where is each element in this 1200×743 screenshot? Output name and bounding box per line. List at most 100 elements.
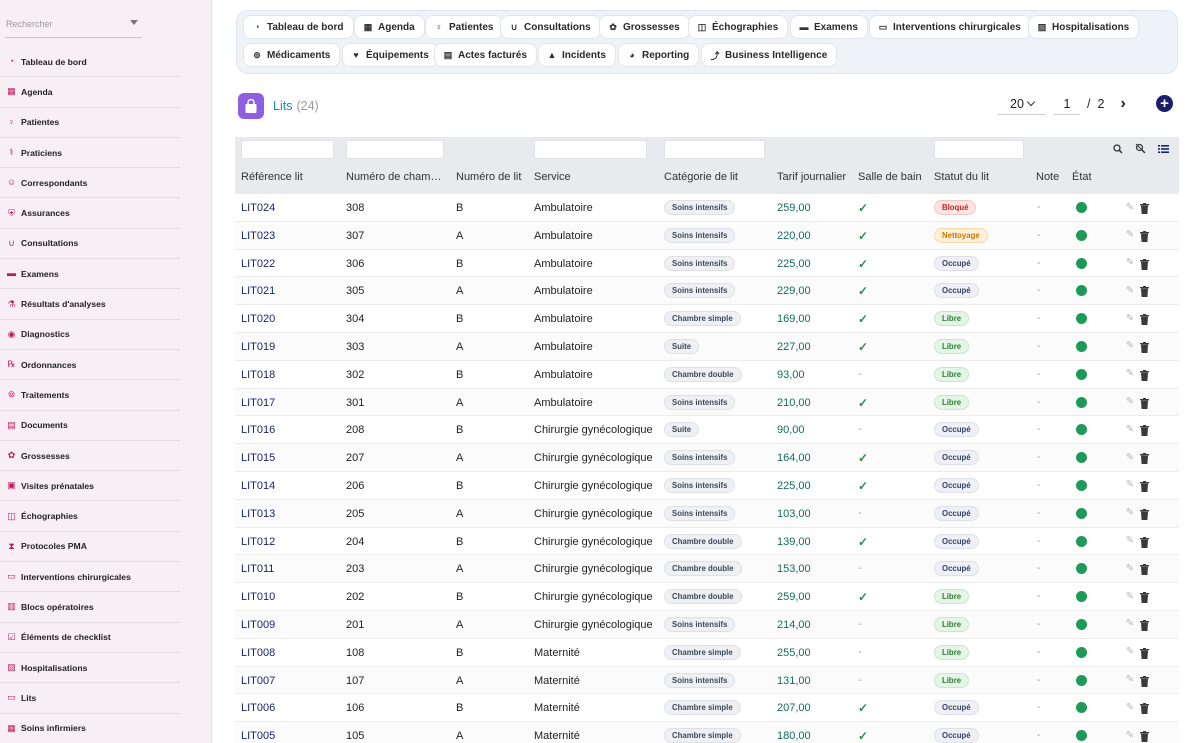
bed-reference-link[interactable]: LIT009 bbox=[241, 618, 276, 631]
sidebar-item[interactable]: ◔ Tableau de bord bbox=[0, 47, 180, 78]
tab-échographies[interactable]: ◫ Échographies bbox=[688, 15, 789, 39]
table-row[interactable]: LIT010 202 B Chirurgie gynécologique Chambre… bbox=[235, 583, 1179, 611]
trash-icon[interactable] bbox=[1140, 451, 1149, 465]
bed-reference-link[interactable]: LIT021 bbox=[241, 285, 276, 298]
sidebar-item[interactable]: ☑ Éléments de checklist bbox=[0, 623, 180, 653]
trash-icon[interactable] bbox=[1140, 590, 1149, 604]
column-header[interactable]: Salle de bain bbox=[858, 171, 922, 183]
table-row[interactable]: LIT008 108 B Maternité Chambre simple 255,00 -… bbox=[235, 638, 1179, 667]
edit-icon[interactable]: ✎ bbox=[1125, 729, 1135, 741]
column-header[interactable]: Service bbox=[534, 171, 571, 183]
bed-reference-link[interactable]: LIT011 bbox=[241, 563, 275, 576]
bed-reference-link[interactable]: LIT024 bbox=[241, 202, 276, 214]
sidebar-item[interactable]: ⛨ Assurances bbox=[0, 198, 180, 229]
sidebar-item[interactable]: ✿ Grossesses bbox=[0, 441, 180, 472]
sidebar-item[interactable]: ⊚ Traitements bbox=[0, 380, 180, 411]
sidebar-item[interactable]: ▥ Blocs opératoires bbox=[0, 592, 180, 623]
tab-hospitalisations[interactable]: ▨ Hospitalisations bbox=[1028, 15, 1140, 39]
table-row[interactable]: LIT017 301 A Ambulatoire Soins intensifs 210,… bbox=[235, 388, 1179, 417]
edit-icon[interactable]: ✎ bbox=[1125, 674, 1135, 686]
edit-icon[interactable]: ✎ bbox=[1125, 284, 1135, 296]
sidebar-item[interactable]: ▨ Hospitalisations bbox=[0, 653, 180, 684]
trash-icon[interactable] bbox=[1140, 701, 1149, 715]
next-page-icon[interactable]: › bbox=[1120, 95, 1126, 112]
add-record-button[interactable]: + bbox=[1156, 95, 1173, 112]
list-view-icon[interactable] bbox=[1157, 142, 1170, 155]
edit-icon[interactable]: ✎ bbox=[1125, 340, 1135, 352]
table-row[interactable]: LIT006 106 B Maternité Chambre simple 207,00 ✓… bbox=[235, 694, 1179, 723]
column-header[interactable]: État bbox=[1072, 171, 1092, 183]
search-input[interactable] bbox=[5, 12, 125, 36]
bed-reference-link[interactable]: LIT017 bbox=[241, 396, 276, 409]
tab-agenda[interactable]: ▦ Agenda bbox=[354, 15, 425, 39]
sidebar-item[interactable]: ♀ Patientes bbox=[0, 108, 180, 138]
edit-icon[interactable]: ✎ bbox=[1125, 368, 1135, 380]
table-row[interactable]: LIT013 205 A Chirurgie gynécologique Soins i… bbox=[235, 499, 1179, 528]
tab-tableau-de-bord[interactable]: ◔ Tableau de bord bbox=[243, 15, 354, 39]
column-header[interactable]: Référence lit bbox=[241, 171, 303, 183]
bed-reference-link[interactable]: LIT012 bbox=[241, 535, 276, 548]
filter-input[interactable] bbox=[934, 140, 1024, 159]
trash-icon[interactable] bbox=[1140, 535, 1149, 548]
sidebar-item[interactable]: ▭ Lits bbox=[0, 683, 180, 714]
edit-icon[interactable]: ✎ bbox=[1125, 507, 1135, 519]
tab-business-intelligence[interactable]: ⤴ Business Intelligence bbox=[701, 43, 838, 67]
column-header[interactable]: Tarif journalier bbox=[777, 171, 847, 183]
edit-icon[interactable]: ✎ bbox=[1125, 535, 1135, 547]
tab-reporting[interactable]: ◕ Reporting bbox=[618, 43, 700, 67]
table-row[interactable]: LIT018 302 B Ambulatoire Chambre double 93,00… bbox=[235, 360, 1179, 389]
sidebar-item[interactable]: ⚗ Résultats d'analyses bbox=[0, 289, 180, 320]
tab-consultations[interactable]: ∪ Consultations bbox=[500, 15, 601, 39]
table-row[interactable]: LIT009 201 A Chirurgie gynécologique Soins i… bbox=[235, 610, 1179, 639]
filter-input[interactable] bbox=[241, 140, 334, 159]
bed-reference-link[interactable]: LIT006 bbox=[241, 702, 276, 715]
sidebar-item[interactable]: ☺ Correspondants bbox=[0, 168, 180, 199]
sidebar-item[interactable]: ▦ Soins infirmiers bbox=[0, 714, 180, 743]
bed-reference-link[interactable]: LIT015 bbox=[241, 452, 276, 465]
edit-icon[interactable]: ✎ bbox=[1125, 257, 1135, 269]
tab-incidents[interactable]: ▲ Incidents bbox=[538, 43, 616, 67]
trash-icon[interactable] bbox=[1140, 423, 1149, 437]
filter-input[interactable] bbox=[534, 140, 647, 159]
sidebar-item[interactable]: ▬ Examens bbox=[0, 259, 180, 290]
tab-équipements[interactable]: ♥ Équipements bbox=[342, 43, 439, 67]
table-row[interactable]: LIT016 208 B Chirurgie gynécologique Suite 90… bbox=[235, 416, 1179, 445]
tab-examens[interactable]: ▬ Examens bbox=[790, 15, 868, 39]
tab-patientes[interactable]: ♀ Patientes bbox=[425, 15, 504, 39]
edit-icon[interactable]: ✎ bbox=[1125, 229, 1135, 241]
current-page-input[interactable]: 1 bbox=[1054, 93, 1080, 115]
table-row[interactable]: LIT021 305 A Ambulatoire Soins intensifs 229,… bbox=[235, 277, 1179, 306]
page-size-select[interactable]: 20 bbox=[998, 93, 1046, 115]
tab-grossesses[interactable]: ✿ Grossesses bbox=[599, 15, 690, 39]
sidebar-search[interactable] bbox=[5, 12, 142, 38]
edit-icon[interactable]: ✎ bbox=[1125, 396, 1135, 408]
chevron-down-icon[interactable] bbox=[130, 20, 138, 25]
trash-icon[interactable] bbox=[1140, 229, 1149, 242]
column-header[interactable]: Numéro de cham… bbox=[346, 171, 442, 183]
table-row[interactable]: LIT022 306 B Ambulatoire Soins intensifs 225,… bbox=[235, 249, 1179, 278]
table-row[interactable]: LIT020 304 B Ambulatoire Chambre simple 169,0… bbox=[235, 305, 1179, 333]
trash-icon[interactable] bbox=[1140, 618, 1149, 631]
trash-icon[interactable] bbox=[1140, 201, 1149, 214]
trash-icon[interactable] bbox=[1140, 674, 1149, 687]
trash-icon[interactable] bbox=[1140, 729, 1149, 743]
tab-médicaments[interactable]: ⊚ Médicaments bbox=[243, 43, 341, 67]
table-row[interactable]: LIT007 107 A Maternité Soins intensifs 131,00… bbox=[235, 666, 1179, 695]
table-row[interactable]: LIT024 308 B Ambulatoire Soins intensifs 259,… bbox=[235, 194, 1179, 222]
table-row[interactable]: LIT015 207 A Chirurgie gynécologique Soins i… bbox=[235, 444, 1179, 472]
trash-icon[interactable] bbox=[1140, 368, 1149, 381]
bed-reference-link[interactable]: LIT010 bbox=[241, 591, 276, 604]
trash-icon[interactable] bbox=[1140, 340, 1149, 353]
sidebar-item[interactable]: ℞ Ordonnances bbox=[0, 350, 180, 381]
table-row[interactable]: LIT019 303 A Ambulatoire Suite 227,00 ✓ Libre - ✎ bbox=[235, 332, 1179, 361]
table-row[interactable]: LIT005 105 A Maternité Chambre simple 180,00 ✓… bbox=[235, 722, 1179, 743]
trash-icon[interactable] bbox=[1140, 562, 1149, 576]
table-row[interactable]: LIT011 203 A Chirurgie gynécologique Chambre… bbox=[235, 555, 1179, 584]
clear-filter-icon[interactable] bbox=[1134, 142, 1147, 155]
column-header[interactable]: Statut du lit bbox=[934, 171, 990, 183]
filter-input[interactable] bbox=[664, 140, 765, 159]
bed-reference-link[interactable]: LIT013 bbox=[241, 507, 276, 520]
table-row[interactable]: LIT023 307 A Ambulatoire Soins intensifs 220,… bbox=[235, 221, 1179, 250]
edit-icon[interactable]: ✎ bbox=[1125, 312, 1135, 324]
edit-icon[interactable]: ✎ bbox=[1125, 201, 1135, 213]
